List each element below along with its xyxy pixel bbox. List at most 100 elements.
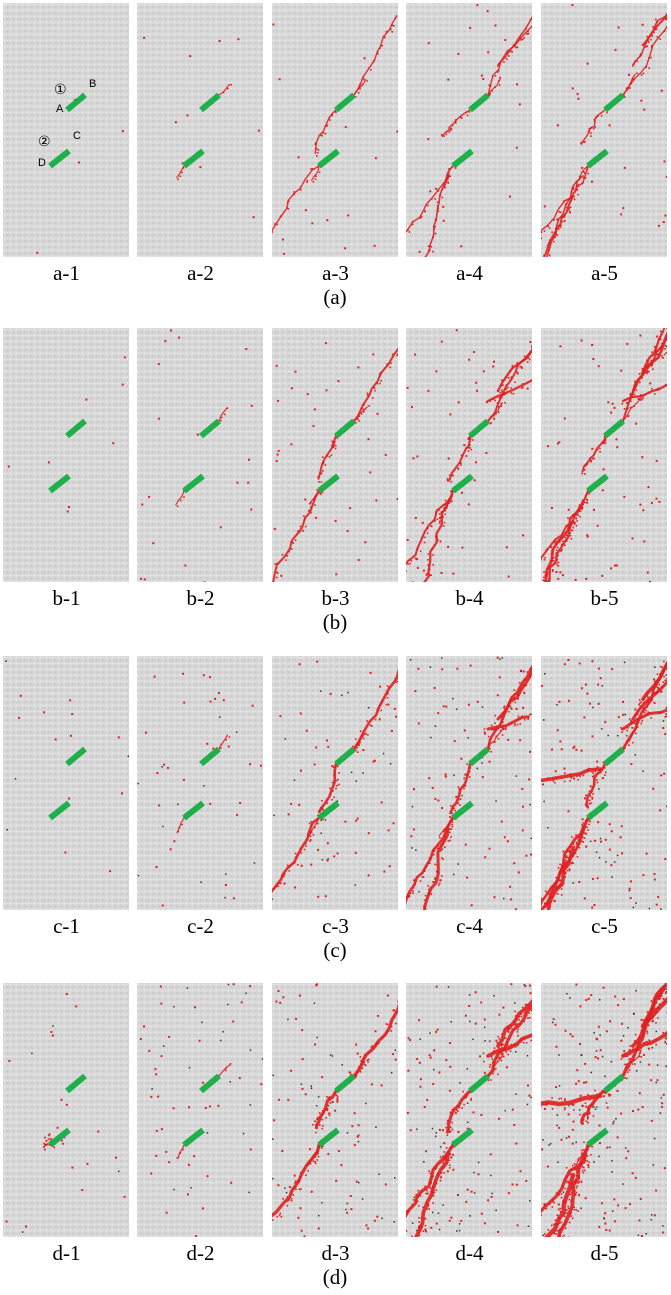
specimen-panel — [3, 983, 129, 1237]
panel-label: c-1 — [53, 914, 80, 938]
panel-label: c-4 — [456, 914, 483, 938]
specimen-panel — [406, 328, 532, 582]
specimen-background — [3, 983, 129, 1237]
panel-label: a-3 — [322, 261, 349, 285]
panel-label: b-5 — [590, 586, 619, 610]
flaw-2 — [48, 800, 71, 821]
flaw-2 — [182, 473, 205, 494]
specimen-background — [272, 3, 398, 257]
specimen-panel — [272, 656, 398, 910]
row-caption: (b) — [322, 610, 348, 634]
flaw-1 — [334, 92, 356, 113]
flaw-2 — [451, 148, 474, 169]
flaw-1 — [603, 746, 625, 767]
flaw-1 — [199, 92, 221, 113]
specimen-panel — [3, 328, 129, 582]
flaw-2 — [451, 1127, 474, 1148]
row-caption: (a) — [323, 285, 347, 309]
panel-label: b-2 — [186, 586, 215, 610]
tip-a-label: A — [56, 103, 64, 115]
specimen-panel — [272, 983, 398, 1237]
panel-label: d-1 — [52, 1241, 81, 1265]
specimen-panel — [541, 656, 667, 910]
specimen-panel — [541, 328, 667, 582]
specimen-panel — [272, 328, 398, 582]
panel-label: d-2 — [186, 1241, 215, 1265]
flaw-1 — [199, 746, 221, 767]
flaw-2 — [182, 1127, 205, 1148]
flaw-2 — [451, 473, 474, 494]
flaw-1 — [603, 92, 625, 113]
flaw-1 — [199, 1073, 221, 1094]
flaw-2 — [48, 148, 71, 169]
flaw-2 — [586, 148, 609, 169]
specimen-background — [3, 328, 129, 582]
row-caption: (c) — [323, 938, 347, 962]
flaw-1 — [468, 92, 490, 113]
specimen-panel — [137, 3, 263, 257]
flaw-1 — [468, 746, 490, 767]
flaw-1 — [199, 418, 221, 439]
row-caption: (d) — [322, 1265, 348, 1289]
flaw-1 — [65, 418, 87, 439]
flaw-1 — [468, 418, 490, 439]
flaw-1 — [65, 1073, 87, 1094]
specimen-panel — [406, 656, 532, 910]
panel-label: c-2 — [187, 914, 214, 938]
panel-label: d-3 — [321, 1241, 350, 1265]
flaw-1 — [65, 92, 87, 113]
panel-label: a-5 — [591, 261, 618, 285]
panel-label: b-3 — [321, 586, 350, 610]
flaw-1 — [334, 418, 356, 439]
panel-label: a-4 — [456, 261, 483, 285]
flaw-2 — [317, 473, 340, 494]
flaw-2 — [586, 473, 609, 494]
tip-c-label: C — [73, 130, 81, 142]
specimen-panel — [406, 983, 532, 1237]
tip-b-label: B — [89, 78, 96, 90]
tip-d-label: D — [38, 157, 46, 169]
flaw-2 — [317, 800, 340, 821]
panel-label: b-4 — [455, 586, 484, 610]
flaw-1 — [334, 1073, 356, 1094]
flaw-1 — [603, 418, 625, 439]
flaw-2 — [317, 1127, 340, 1148]
flaw-2 — [586, 800, 609, 821]
flaw-2-number: ② — [38, 133, 51, 149]
panel-label: c-5 — [591, 914, 618, 938]
specimen-background — [3, 656, 129, 910]
flaw-1 — [603, 1073, 625, 1094]
panel-label: a-2 — [187, 261, 214, 285]
flaw-2 — [317, 148, 340, 169]
specimen-panel — [541, 3, 667, 257]
specimen-background — [137, 983, 263, 1237]
specimen-panel — [541, 983, 667, 1237]
flaw-1 — [468, 1073, 490, 1094]
specimen-panel — [137, 328, 263, 582]
panel-label: d-4 — [455, 1241, 484, 1265]
specimen-background — [137, 656, 263, 910]
specimen-panel — [406, 3, 532, 257]
flaw-2 — [182, 148, 205, 169]
flaw-2 — [48, 1127, 71, 1148]
specimen-panel — [3, 656, 129, 910]
flaw-2 — [182, 800, 205, 821]
flaw-1 — [334, 746, 356, 767]
flaw-2 — [586, 1127, 609, 1148]
specimen-background — [137, 328, 263, 582]
flaw-2 — [48, 473, 71, 494]
specimen-panel — [272, 3, 398, 257]
panel-label: a-1 — [53, 261, 80, 285]
specimen-background — [406, 3, 532, 257]
flaw-1 — [65, 746, 87, 767]
specimen-background — [137, 3, 263, 257]
specimen-panel — [137, 983, 263, 1237]
specimen-panel — [137, 656, 263, 910]
flaw-1-number: ① — [54, 81, 67, 97]
specimen-background — [3, 3, 129, 257]
specimen-panel: ① B A ② C D — [3, 3, 129, 257]
panel-label: d-5 — [590, 1241, 619, 1265]
panel-label: b-1 — [52, 586, 81, 610]
